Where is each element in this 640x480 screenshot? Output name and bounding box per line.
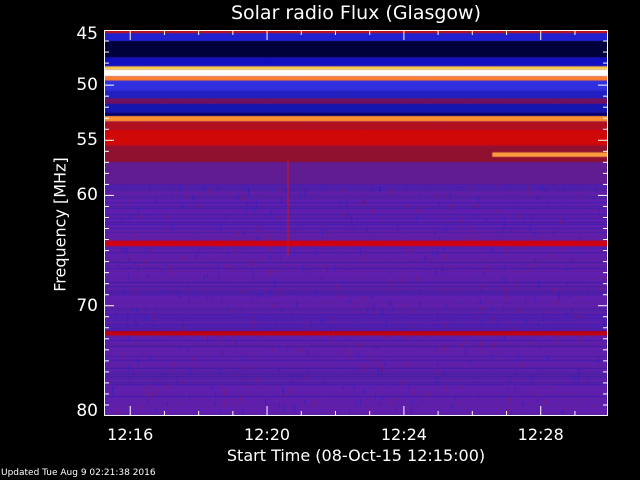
y-tick-label: 60 [76, 185, 98, 206]
y-tick-label: 80 [76, 401, 98, 421]
x-tick-label: 12:16 [107, 425, 154, 444]
x-tick-label: 12:24 [380, 425, 427, 444]
x-tick-label: 12:28 [517, 425, 564, 444]
spectrogram-image [104, 30, 608, 416]
spectrogram-plot [104, 30, 608, 416]
y-axis-label: Frequency [MHz] [50, 157, 70, 292]
y-tick-label: 45 [76, 24, 98, 44]
y-tick-label: 50 [76, 75, 98, 96]
y-tick-label: 70 [76, 295, 98, 316]
x-axis-label: Start Time (08-Oct-15 12:15:00) [226, 446, 486, 465]
x-tick-label: 12:20 [243, 425, 291, 444]
updated-timestamp: Updated Tue Aug 9 02:21:38 2016 [1, 468, 156, 478]
plot-axes [104, 30, 608, 416]
y-tick-label: 55 [76, 130, 98, 151]
chart-title: Solar radio Flux (Glasgow) [230, 2, 482, 24]
plot-frame [104, 30, 608, 416]
